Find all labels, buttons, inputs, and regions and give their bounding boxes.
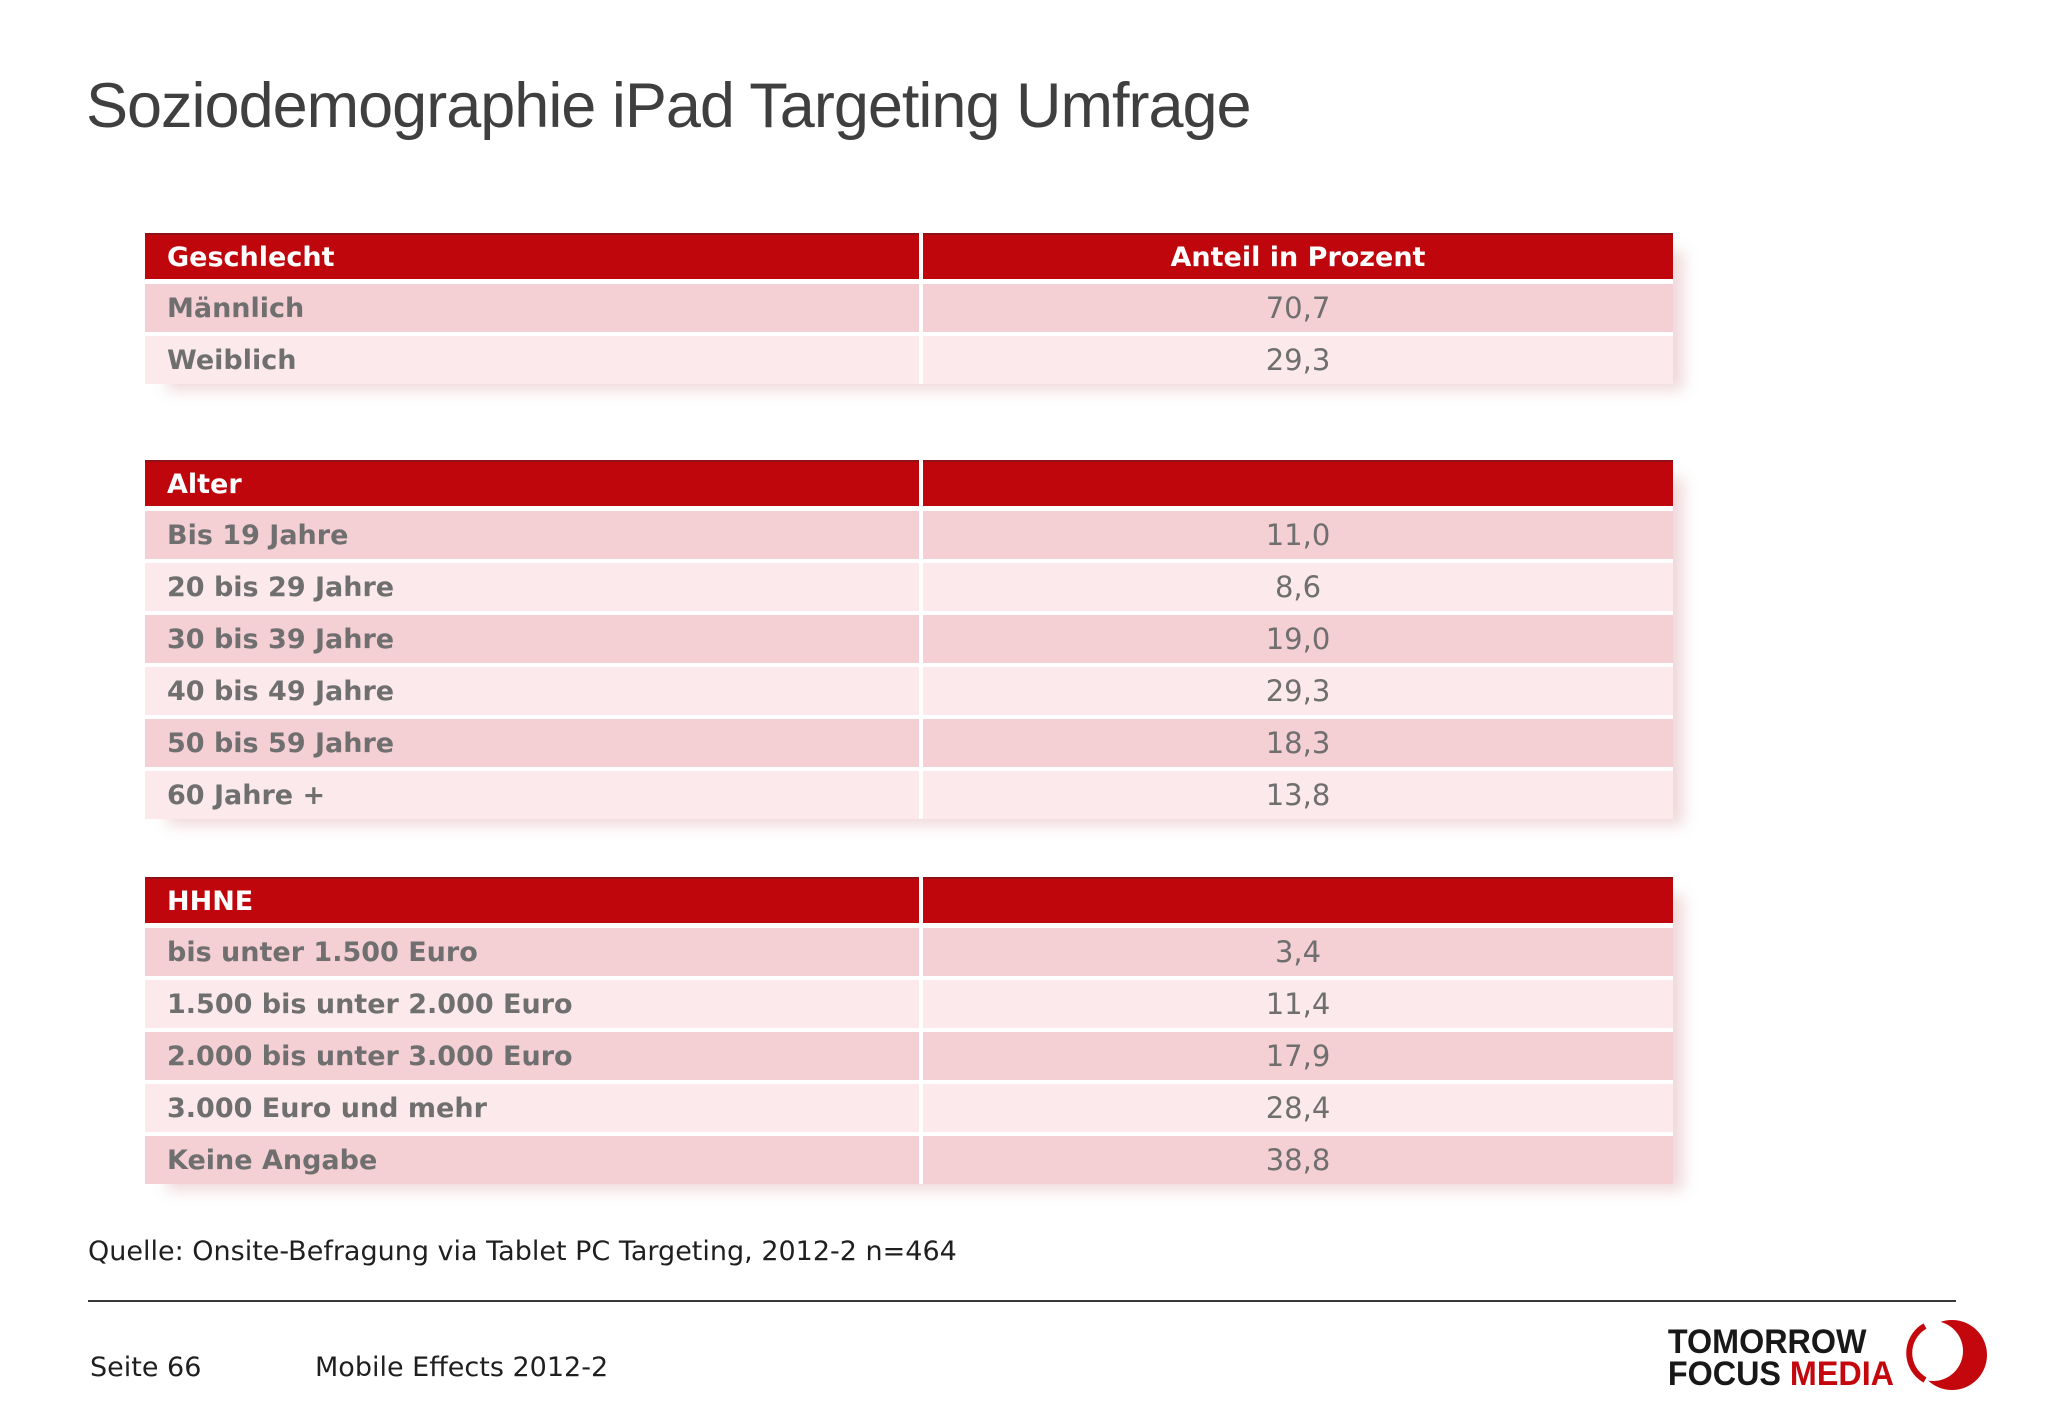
table-row: Weiblich 29,3	[145, 336, 1673, 384]
table-header-row: Alter	[145, 460, 1673, 506]
row-label: bis unter 1.500 Euro	[145, 928, 919, 976]
eclipse-crescent-icon	[1903, 1320, 1987, 1390]
logo-line-tomorrow: TOMORROW	[1667, 1323, 1867, 1361]
table-row: 2.000 bis unter 3.000 Euro 17,9	[145, 1032, 1673, 1080]
table-header-empty	[923, 877, 1673, 923]
row-value: 8,6	[923, 563, 1673, 611]
source-note: Quelle: Onsite-Befragung via Tablet PC T…	[88, 1236, 957, 1267]
page-title: Soziodemographie iPad Targeting Umfrage	[86, 71, 1252, 141]
table-row: 40 bis 49 Jahre 29,3	[145, 667, 1673, 715]
table-row: 3.000 Euro und mehr 28,4	[145, 1084, 1673, 1132]
table-header-alter: Alter	[145, 460, 919, 506]
row-value: 19,0	[923, 615, 1673, 663]
row-value: 11,0	[923, 511, 1673, 559]
table-row: Bis 19 Jahre 11,0	[145, 511, 1673, 559]
table-row: bis unter 1.500 Euro 3,4	[145, 928, 1673, 976]
row-label: 40 bis 49 Jahre	[145, 667, 919, 715]
row-value: 38,8	[923, 1136, 1673, 1184]
table-header-geschlecht: Geschlecht	[145, 233, 919, 279]
table-header-empty	[923, 460, 1673, 506]
table-header-anteil: Anteil in Prozent	[923, 233, 1673, 279]
row-value: 11,4	[923, 980, 1673, 1028]
row-label: 60 Jahre +	[145, 771, 919, 819]
row-value: 28,4	[923, 1084, 1673, 1132]
row-value: 13,8	[923, 771, 1673, 819]
row-label: Keine Angabe	[145, 1136, 919, 1184]
page-number: Seite 66	[90, 1352, 202, 1383]
table-row: 20 bis 29 Jahre 8,6	[145, 563, 1673, 611]
table-row: Keine Angabe 38,8	[145, 1136, 1673, 1184]
row-label: 3.000 Euro und mehr	[145, 1084, 919, 1132]
row-value: 29,3	[923, 336, 1673, 384]
logo-line-focus-media: FOCUS MEDIA	[1667, 1355, 1894, 1394]
row-label: Männlich	[145, 284, 919, 332]
row-label: 50 bis 59 Jahre	[145, 719, 919, 767]
row-value: 18,3	[923, 719, 1673, 767]
table-hhne: HHNE bis unter 1.500 Euro 3,4 1.500 bis …	[145, 877, 1673, 1184]
table-geschlecht: Geschlecht Anteil in Prozent Männlich 70…	[145, 233, 1673, 384]
row-label: 30 bis 39 Jahre	[145, 615, 919, 663]
table-header-row: HHNE	[145, 877, 1673, 923]
logo-focus-label: FOCUS	[1667, 1355, 1781, 1394]
report-name: Mobile Effects 2012-2	[315, 1352, 609, 1383]
row-label: 1.500 bis unter 2.000 Euro	[145, 980, 919, 1028]
row-label: 2.000 bis unter 3.000 Euro	[145, 1032, 919, 1080]
table-alter: Alter Bis 19 Jahre 11,0 20 bis 29 Jahre …	[145, 460, 1673, 819]
table-row: 1.500 bis unter 2.000 Euro 11,4	[145, 980, 1673, 1028]
row-label: Bis 19 Jahre	[145, 511, 919, 559]
logo-text: TOMORROW FOCUS MEDIA	[1667, 1323, 1894, 1394]
table-row: Männlich 70,7	[145, 284, 1673, 332]
row-label: Weiblich	[145, 336, 919, 384]
row-label: 20 bis 29 Jahre	[145, 563, 919, 611]
row-value: 17,9	[923, 1032, 1673, 1080]
logo-media-label: MEDIA	[1789, 1355, 1894, 1394]
table-row: 60 Jahre + 13,8	[145, 771, 1673, 819]
table-header-row: Geschlecht Anteil in Prozent	[145, 233, 1673, 279]
row-value: 3,4	[923, 928, 1673, 976]
table-row: 30 bis 39 Jahre 19,0	[145, 615, 1673, 663]
table-header-hhne: HHNE	[145, 877, 919, 923]
footer-divider	[88, 1300, 1956, 1302]
logo: TOMORROW FOCUS MEDIA	[1656, 1318, 1988, 1398]
row-value: 29,3	[923, 667, 1673, 715]
row-value: 70,7	[923, 284, 1673, 332]
table-row: 50 bis 59 Jahre 18,3	[145, 719, 1673, 767]
